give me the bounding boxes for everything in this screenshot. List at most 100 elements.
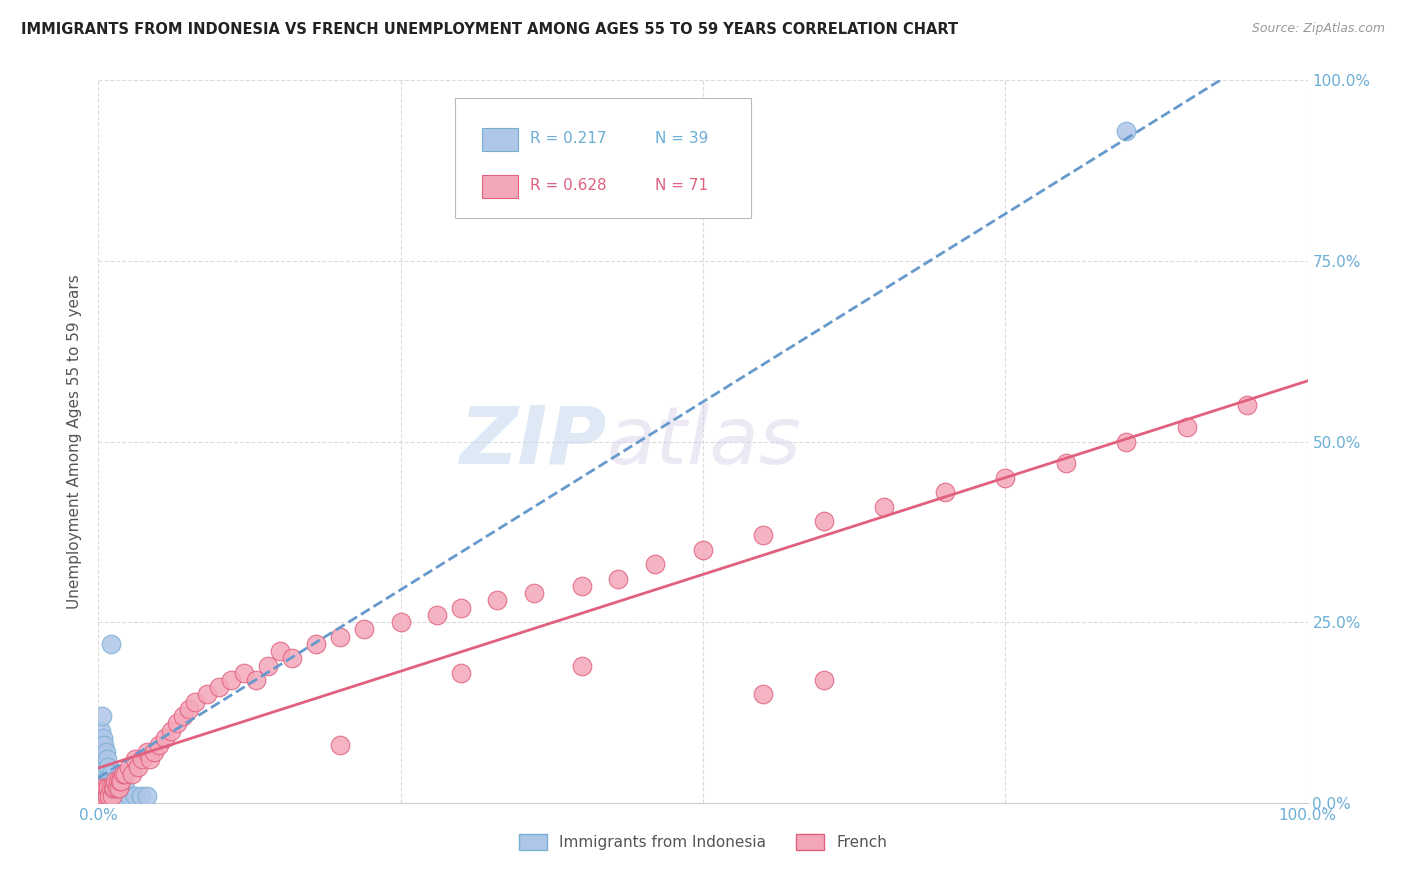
Point [179, 702, 201, 716]
Point [98, 774, 121, 789]
Point [607, 572, 630, 586]
Text: R = 0.628: R = 0.628 [530, 178, 607, 193]
Point [105, 781, 128, 796]
Point [90, 723, 112, 738]
Point [934, 485, 956, 500]
Point [108, 781, 131, 796]
Point [108, 774, 131, 789]
Point [96, 789, 118, 803]
Point [1115, 124, 1137, 138]
Point [93, 781, 115, 796]
Point [91, 760, 114, 774]
Point [100, 767, 122, 781]
Point [110, 774, 132, 789]
Point [94, 781, 117, 796]
Point [89, 745, 111, 759]
Point [118, 760, 141, 774]
Point [644, 558, 666, 572]
Point [752, 528, 775, 542]
Point [94, 774, 117, 789]
Point [153, 731, 176, 745]
Point [104, 774, 127, 789]
Point [94, 745, 117, 759]
Point [100, 781, 122, 796]
Text: N = 71: N = 71 [655, 178, 707, 193]
Point [124, 752, 146, 766]
Point [752, 687, 775, 701]
Point [172, 709, 194, 723]
Point [100, 781, 122, 796]
Point [105, 781, 128, 796]
Text: ZIP: ZIP [458, 402, 606, 481]
Point [118, 789, 141, 803]
Point [269, 644, 291, 658]
FancyBboxPatch shape [482, 128, 517, 151]
Point [221, 673, 243, 687]
Point [111, 789, 134, 803]
Point [93, 738, 115, 752]
Point [450, 665, 472, 680]
Point [90, 774, 112, 789]
Point [305, 637, 328, 651]
Point [89, 781, 111, 796]
Point [90, 752, 112, 766]
Point [389, 615, 412, 630]
Text: IMMIGRANTS FROM INDONESIA VS FRENCH UNEMPLOYMENT AMONG AGES 55 TO 59 YEARS CORRE: IMMIGRANTS FROM INDONESIA VS FRENCH UNEM… [21, 22, 959, 37]
Point [135, 745, 157, 759]
Point [232, 665, 254, 680]
Point [96, 752, 118, 766]
Text: atlas: atlas [606, 402, 801, 481]
Point [111, 767, 134, 781]
Point [121, 767, 143, 781]
Point [114, 767, 136, 781]
Point [103, 781, 125, 796]
Point [692, 542, 714, 557]
Point [93, 760, 115, 774]
Point [353, 623, 375, 637]
Point [100, 781, 122, 796]
Point [103, 781, 125, 796]
Point [91, 781, 114, 796]
Point [281, 651, 304, 665]
Point [813, 673, 835, 687]
Point [329, 738, 352, 752]
Point [93, 789, 115, 803]
Point [813, 514, 835, 528]
Point [100, 637, 122, 651]
Point [114, 781, 136, 796]
Point [91, 781, 114, 796]
Y-axis label: Unemployment Among Ages 55 to 59 years: Unemployment Among Ages 55 to 59 years [67, 274, 83, 609]
Point [124, 789, 146, 803]
Point [91, 789, 114, 803]
Point [135, 789, 157, 803]
Point [129, 789, 152, 803]
Point [166, 716, 188, 731]
Point [89, 789, 111, 803]
Point [571, 658, 593, 673]
Point [1236, 398, 1258, 412]
Point [91, 767, 114, 781]
Point [131, 752, 153, 766]
Point [91, 789, 114, 803]
Point [486, 593, 509, 607]
Point [1175, 420, 1198, 434]
Point [160, 723, 183, 738]
Point [89, 767, 111, 781]
Point [91, 738, 114, 752]
Point [98, 789, 121, 803]
Point [1115, 434, 1137, 449]
Point [100, 789, 122, 803]
Point [97, 781, 120, 796]
Point [101, 781, 124, 796]
Point [450, 600, 472, 615]
Point [873, 500, 896, 514]
FancyBboxPatch shape [482, 175, 517, 198]
Point [108, 781, 131, 796]
Point [523, 586, 546, 600]
Point [208, 680, 231, 694]
Point [96, 774, 118, 789]
Text: Source: ZipAtlas.com: Source: ZipAtlas.com [1251, 22, 1385, 36]
Point [90, 789, 112, 803]
Point [101, 774, 124, 789]
Point [148, 738, 170, 752]
